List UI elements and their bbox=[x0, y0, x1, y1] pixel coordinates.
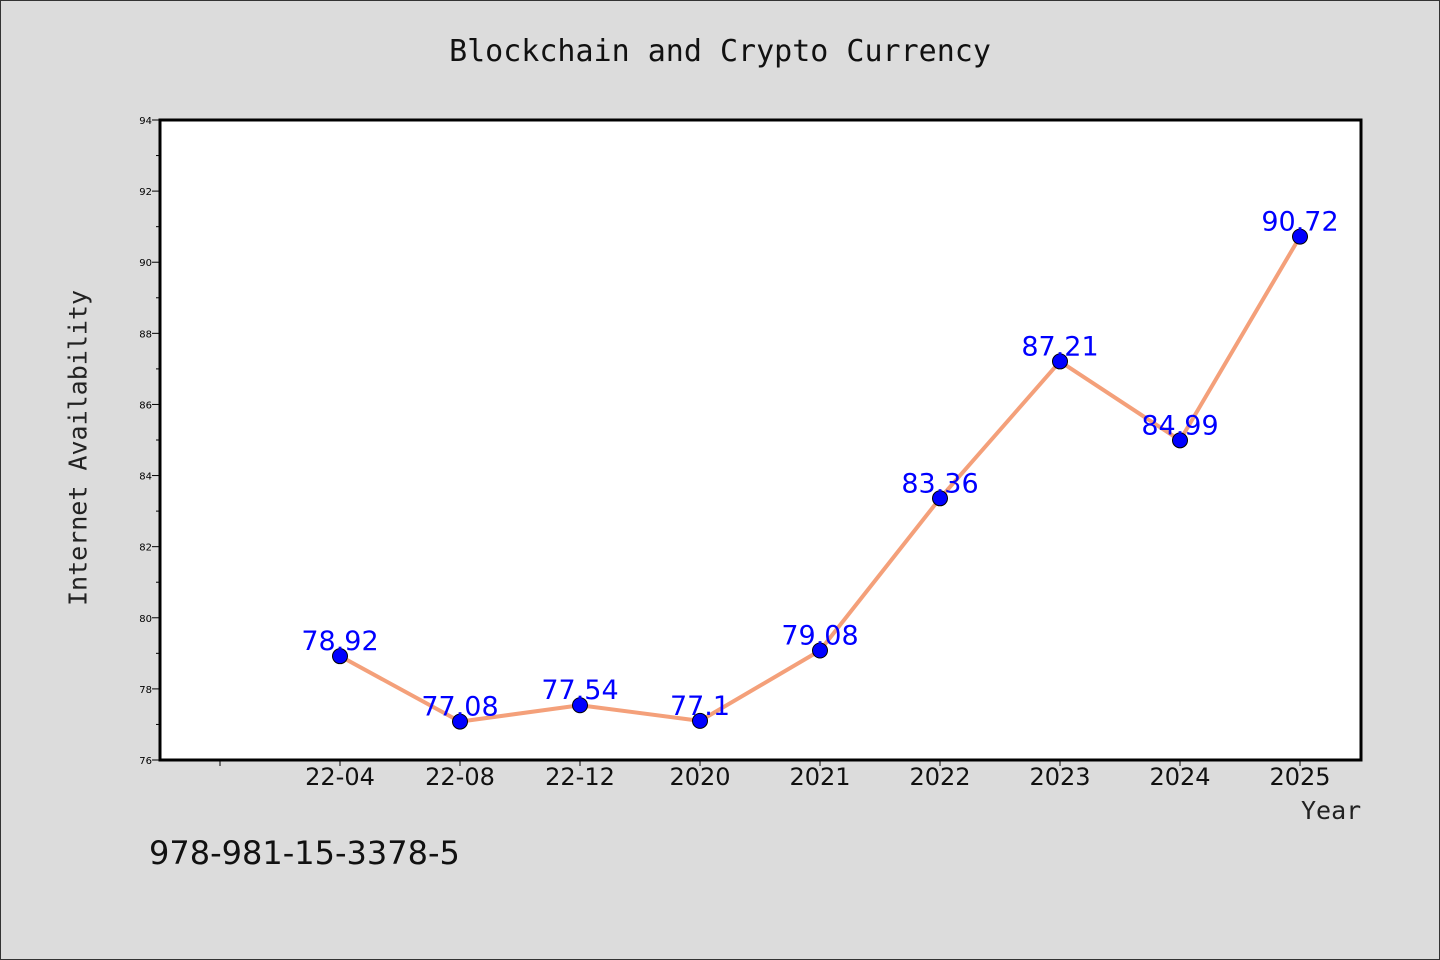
data-label: 77.1 bbox=[670, 691, 730, 722]
x-tick-label: 2021 bbox=[789, 763, 850, 791]
data-label: 79.08 bbox=[781, 620, 858, 651]
y-tick-label: 86 bbox=[139, 400, 152, 411]
data-point bbox=[1172, 432, 1188, 449]
plot-area bbox=[158, 118, 1363, 762]
data-point bbox=[572, 697, 588, 714]
data-label: 90.72 bbox=[1261, 207, 1338, 238]
y-tick-label: 84 bbox=[139, 472, 152, 483]
y-tick-label: 90 bbox=[139, 258, 152, 269]
x-tick-label: 2020 bbox=[669, 763, 730, 791]
x-tick-label: 22-04 bbox=[305, 763, 375, 791]
data-point bbox=[1292, 228, 1308, 245]
x-tick-label: 22-12 bbox=[545, 763, 615, 791]
x-axis-label: Year bbox=[1301, 796, 1362, 825]
data-label: 77.54 bbox=[541, 675, 618, 706]
data-point bbox=[812, 642, 828, 659]
data-label: 83.36 bbox=[901, 468, 978, 499]
x-tick-label: 2025 bbox=[1269, 763, 1330, 791]
x-tick-label: 22-08 bbox=[425, 763, 495, 791]
chart-title: Blockchain and Crypto Currency bbox=[449, 34, 991, 69]
data-label: 77.08 bbox=[421, 692, 498, 723]
y-tick-label: 94 bbox=[139, 116, 152, 127]
data-point bbox=[1052, 353, 1068, 370]
y-tick-label: 78 bbox=[139, 685, 152, 696]
data-point bbox=[332, 648, 348, 665]
y-tick-label: 80 bbox=[139, 614, 152, 625]
data-label: 78.92 bbox=[301, 626, 378, 657]
y-axis-label: Internet Availability bbox=[63, 289, 93, 607]
x-tick-label: 2023 bbox=[1029, 763, 1090, 791]
y-tick-label: 92 bbox=[139, 187, 152, 198]
data-label: 87.21 bbox=[1021, 331, 1098, 362]
y-tick-label: 82 bbox=[139, 543, 152, 554]
data-point bbox=[692, 712, 708, 729]
data-point bbox=[932, 490, 948, 507]
isbn-text: 978-981-15-3378-5 bbox=[149, 834, 460, 872]
data-point bbox=[452, 713, 468, 730]
data-label: 84.99 bbox=[1141, 410, 1218, 441]
y-tick-label: 76 bbox=[139, 756, 152, 767]
y-tick-label: 88 bbox=[139, 329, 152, 340]
x-tick-label: 2024 bbox=[1149, 763, 1210, 791]
x-tick-label: 2022 bbox=[909, 763, 970, 791]
